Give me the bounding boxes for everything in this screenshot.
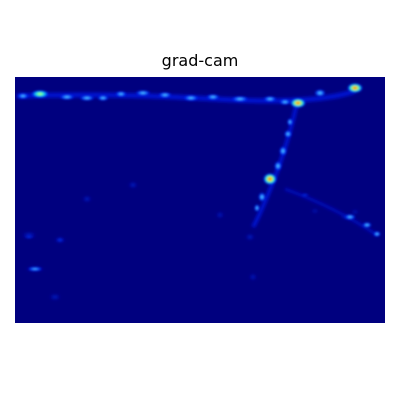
heatmap-background	[15, 77, 385, 323]
grad-cam-heatmap	[15, 77, 385, 323]
heatmap-activations	[17, 83, 381, 271]
right-diagonal-glow	[284, 187, 378, 237]
figure-title: grad-cam	[161, 51, 239, 70]
